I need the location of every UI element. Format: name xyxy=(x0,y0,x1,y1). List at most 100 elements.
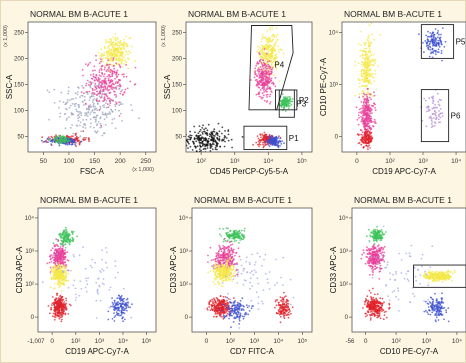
event-dot xyxy=(58,308,61,310)
event-dot xyxy=(59,246,62,248)
event-dot xyxy=(78,294,81,297)
event-dot xyxy=(362,119,365,122)
gate-label: P5 xyxy=(456,38,466,47)
y-tick-label: 150 xyxy=(172,82,183,88)
event-dot xyxy=(262,96,264,99)
event-dot xyxy=(278,51,280,53)
y-axis-label: SSC-A xyxy=(5,74,14,99)
event-dot xyxy=(215,142,218,145)
event-dot xyxy=(229,266,232,268)
event-dot xyxy=(106,266,109,269)
event-dot xyxy=(210,136,213,138)
event-dot xyxy=(280,143,283,145)
event-dot xyxy=(62,308,64,310)
event-dot xyxy=(117,309,119,312)
event-dot xyxy=(361,136,363,139)
event-dot xyxy=(437,103,440,106)
event-dot xyxy=(85,277,87,280)
event-dot xyxy=(263,72,265,75)
event-dot xyxy=(46,262,49,265)
event-dot xyxy=(54,253,57,256)
event-dot xyxy=(371,105,374,107)
event-dot xyxy=(69,126,72,129)
event-dot xyxy=(84,114,87,117)
event-dot xyxy=(356,118,359,121)
event-dot xyxy=(186,143,187,146)
event-dot xyxy=(59,269,62,272)
event-dot xyxy=(113,53,116,56)
event-dot xyxy=(128,50,131,53)
event-dot xyxy=(115,62,117,65)
event-dot xyxy=(360,133,363,136)
event-dot xyxy=(262,139,265,141)
event-dot xyxy=(113,117,116,120)
event-dot xyxy=(360,72,363,75)
event-dot xyxy=(123,44,126,46)
event-dot xyxy=(60,250,63,252)
event-dot xyxy=(226,270,229,273)
event-dot xyxy=(110,63,113,66)
event-dot xyxy=(206,147,209,149)
event-dot xyxy=(261,68,263,71)
event-dot xyxy=(433,49,436,52)
event-dot xyxy=(361,104,364,107)
event-dot xyxy=(63,309,66,311)
event-dot xyxy=(231,261,234,264)
event-dot xyxy=(259,89,262,91)
event-dot xyxy=(253,76,256,79)
event-dot xyxy=(225,270,227,273)
event-dot xyxy=(263,53,266,56)
event-dot xyxy=(213,136,215,139)
event-dot xyxy=(210,145,213,148)
event-dot xyxy=(222,228,225,230)
event-dot xyxy=(189,138,192,141)
event-dot xyxy=(121,89,124,91)
event-dot xyxy=(364,80,366,83)
event-dot xyxy=(223,238,226,241)
event-dot xyxy=(427,110,430,112)
event-dot xyxy=(116,42,119,45)
event-dot xyxy=(278,48,280,51)
event-dot xyxy=(279,100,282,103)
event-dot xyxy=(108,41,110,44)
event-dot xyxy=(123,73,125,76)
event-dot xyxy=(434,28,437,30)
event-dot xyxy=(77,117,79,120)
event-dot xyxy=(226,261,228,264)
event-dot xyxy=(201,145,204,147)
event-dot xyxy=(62,270,64,273)
event-dot xyxy=(121,120,123,122)
event-dot xyxy=(368,132,371,135)
event-dot xyxy=(66,233,69,236)
event-dot xyxy=(268,76,271,78)
event-dot xyxy=(272,48,275,51)
event-dot xyxy=(437,100,439,103)
event-dot xyxy=(361,84,364,87)
event-dot xyxy=(366,53,369,56)
event-dot xyxy=(76,93,79,96)
event-dot xyxy=(95,74,98,77)
event-dot xyxy=(227,274,230,277)
event-dot xyxy=(273,139,276,142)
event-dot xyxy=(360,30,362,33)
event-dot xyxy=(256,78,258,81)
event-dot xyxy=(93,126,95,129)
event-dot xyxy=(72,135,74,138)
event-dot xyxy=(61,296,63,298)
event-dot xyxy=(86,115,89,117)
event-dot xyxy=(60,271,62,274)
event-dot xyxy=(100,124,103,127)
event-dot xyxy=(100,53,103,56)
event-dot xyxy=(218,267,220,270)
event-dot xyxy=(107,45,110,48)
event-dot xyxy=(73,255,75,258)
event-dot xyxy=(89,126,92,128)
event-dot xyxy=(123,304,126,307)
event-dot xyxy=(227,227,230,230)
event-dot xyxy=(366,79,369,82)
event-dot xyxy=(208,153,210,155)
event-dot xyxy=(285,104,287,107)
event-dot xyxy=(214,155,216,157)
event-dot xyxy=(71,231,74,234)
